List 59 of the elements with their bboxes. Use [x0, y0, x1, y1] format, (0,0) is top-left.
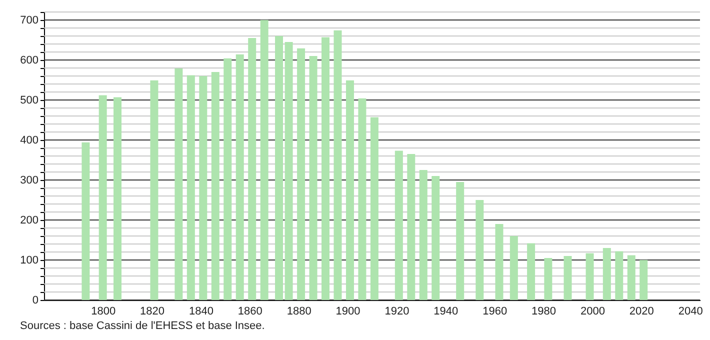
bar	[394, 150, 403, 300]
x-tick-label: 1980	[532, 306, 556, 318]
bar	[544, 258, 552, 300]
bar	[346, 80, 354, 300]
bar	[174, 68, 183, 300]
bar	[527, 243, 536, 300]
y-tick-label: 500	[20, 94, 38, 106]
y-tick-label: 400	[20, 134, 38, 146]
x-tick-label: 2020	[629, 306, 654, 318]
bar	[370, 117, 378, 300]
bar	[224, 58, 232, 300]
y-tick-label: 100	[20, 254, 38, 266]
bar	[248, 38, 256, 300]
bar	[186, 75, 195, 300]
x-tick-label: 1840	[188, 306, 214, 318]
bar	[602, 248, 611, 300]
bar	[334, 30, 342, 300]
bar	[275, 36, 284, 300]
bar	[309, 56, 318, 300]
x-tick-label: 1860	[238, 306, 262, 318]
bar	[98, 95, 107, 300]
bar	[586, 253, 594, 300]
bar	[211, 72, 220, 300]
bar	[419, 170, 428, 300]
y-tick-label: 200	[20, 214, 38, 226]
bar	[322, 37, 330, 300]
x-tick-label: 1800	[91, 306, 116, 318]
bar	[564, 256, 572, 300]
bar	[432, 176, 440, 300]
bar	[199, 76, 208, 300]
y-tick-label: 300	[20, 174, 38, 186]
source-note: Sources : base Cassini de l'EHESS et base Insee.	[20, 320, 265, 332]
x-tick-label: 1880	[286, 306, 312, 318]
x-tick-label: 1960	[482, 306, 508, 318]
x-tick-label: 1820	[140, 306, 165, 318]
y-tick-label: 700	[20, 14, 38, 26]
bar	[297, 48, 306, 300]
bar	[476, 200, 484, 300]
bar	[82, 142, 90, 300]
bar	[495, 224, 504, 300]
y-tick-label: 600	[20, 54, 38, 66]
x-tick-label: 1900	[336, 306, 360, 318]
bar	[627, 255, 636, 300]
bar	[456, 182, 464, 300]
y-tick-label: 0	[32, 294, 38, 306]
bar	[358, 98, 366, 300]
bar	[284, 42, 293, 300]
bar	[150, 80, 158, 300]
bar	[407, 154, 416, 300]
x-tick-label: 1920	[384, 306, 410, 318]
x-tick-label: 2040	[678, 306, 703, 318]
bar	[114, 97, 122, 300]
x-tick-label: 1940	[434, 306, 458, 318]
bar	[510, 236, 518, 300]
bar	[260, 20, 268, 300]
x-tick-label: 2000	[580, 306, 605, 318]
bar	[236, 54, 244, 300]
bar	[615, 251, 624, 300]
bar	[640, 260, 648, 300]
